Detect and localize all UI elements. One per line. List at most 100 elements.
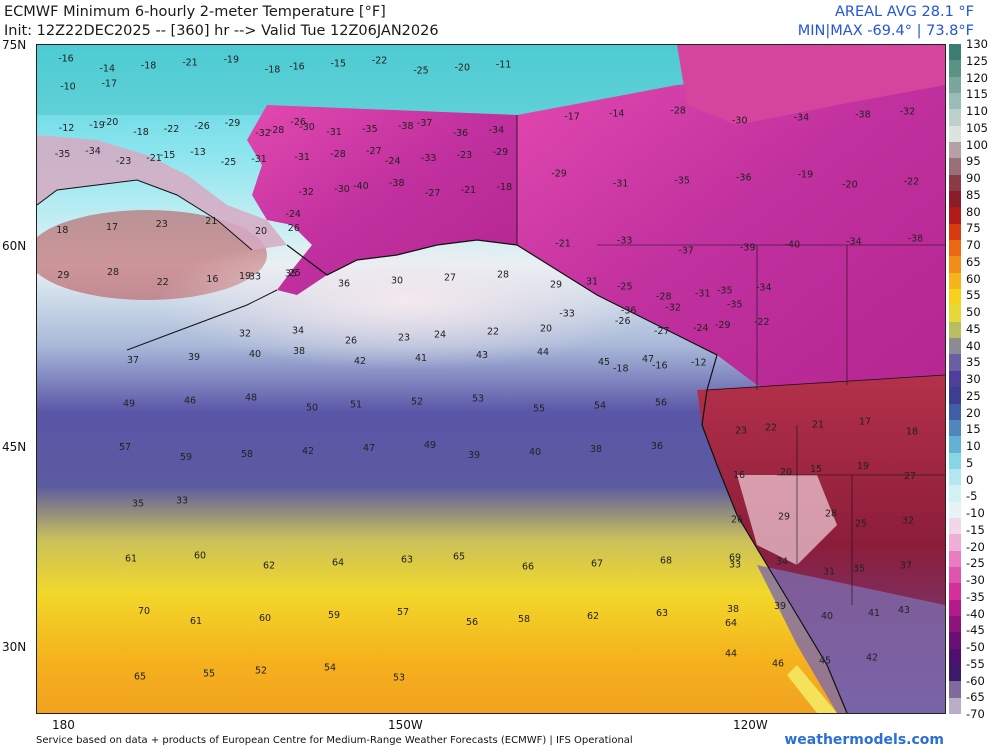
- temperature-value: -22: [754, 317, 770, 328]
- temperature-value: 46: [772, 659, 784, 670]
- temperature-value: 20: [255, 226, 267, 237]
- temperature-value: 62: [263, 560, 275, 571]
- brand-link[interactable]: weathermodels.com: [784, 732, 944, 748]
- scale-swatch: [949, 125, 961, 143]
- scale-label: 95: [966, 154, 981, 169]
- scale-swatch: [949, 289, 961, 306]
- temperature-value: -19: [89, 120, 105, 131]
- temperature-value: 37: [127, 355, 139, 366]
- scale-label: -50: [966, 640, 985, 654]
- temperature-value: -26: [194, 121, 210, 132]
- temperature-map[interactable]: -16 -14 -18 -21 -19 -18 -16 -15 -22 -25 -20 -11 -10 -…: [36, 44, 946, 714]
- temperature-value: 15: [810, 464, 822, 475]
- temperature-value: -28: [656, 291, 672, 302]
- map-canvas: -16 -14 -18 -21 -19 -18 -16 -15 -22 -25 -20 -11 -10 -…: [37, 45, 945, 713]
- canada-land: [517, 65, 945, 395]
- temperature-value: 30: [391, 276, 403, 287]
- temperature-value: -24: [285, 209, 301, 220]
- temperature-value: 64: [332, 557, 344, 568]
- temperature-value: 44: [725, 649, 737, 660]
- scale-label: -5: [966, 489, 978, 504]
- temperature-value: 58: [241, 449, 253, 460]
- temperature-value: -36: [453, 128, 469, 139]
- temperature-value: 63: [656, 608, 668, 619]
- temperature-value: 43: [898, 605, 910, 616]
- great-basin-light: [737, 475, 837, 565]
- temperature-value: 22: [487, 327, 499, 338]
- temperature-value: -18: [265, 65, 281, 76]
- scale-label: 70: [966, 238, 981, 252]
- temperature-value: 33: [729, 559, 741, 570]
- temperature-value: -31: [294, 152, 310, 163]
- temperature-value: 46: [184, 395, 196, 406]
- scale-label: 5: [966, 455, 974, 470]
- scale-label: -40: [966, 606, 985, 621]
- scale-label: -65: [966, 690, 985, 705]
- temperature-value: 42: [302, 446, 314, 457]
- temperature-value: -38: [908, 234, 924, 245]
- temperature-value: -32: [900, 107, 916, 118]
- southwest-cool: [757, 565, 945, 713]
- scale-swatch: [949, 44, 961, 61]
- temperature-value: -33: [617, 236, 633, 247]
- temperature-value: -22: [164, 124, 180, 135]
- temperature-value: 29: [550, 280, 562, 291]
- temperature-value: -29: [551, 169, 567, 180]
- temperature-value: 28: [107, 267, 119, 278]
- scale-swatch: [949, 338, 961, 355]
- temperature-value: 68: [660, 555, 672, 566]
- temperature-value: -32: [298, 187, 314, 198]
- scale-label: 85: [966, 187, 981, 202]
- scale-swatch: [949, 403, 961, 421]
- temperature-value: 19: [857, 461, 869, 472]
- scale-swatch: [949, 648, 961, 666]
- scale-swatch: [949, 550, 961, 568]
- temperature-value: 62: [587, 611, 599, 622]
- temperature-value: 40: [529, 447, 541, 458]
- temperature-value: 23: [156, 219, 168, 230]
- temperature-value: -31: [695, 288, 711, 299]
- temperature-value: 55: [203, 669, 215, 680]
- temperature-value: -22: [372, 56, 388, 67]
- temperature-value: -20: [103, 117, 119, 128]
- scale-label: 30: [966, 372, 981, 386]
- temperature-value: 40: [249, 349, 261, 360]
- temperature-value: -27: [425, 188, 441, 199]
- temperature-value: -25: [413, 66, 429, 77]
- scale-label: 110: [966, 104, 988, 118]
- scale-swatch: [949, 60, 961, 78]
- temperature-value: -26: [290, 117, 306, 128]
- temperature-value: -17: [564, 112, 580, 123]
- min-max-values: MIN|MAX -69.4° | 73.8°F: [797, 23, 974, 39]
- scale-swatch: [949, 191, 961, 208]
- scale-swatch: [949, 158, 961, 176]
- scale-swatch: [949, 272, 961, 290]
- temperature-value: 51: [350, 399, 362, 410]
- temperature-value: -10: [60, 82, 76, 93]
- temperature-value: -40: [785, 240, 801, 251]
- init-valid-text: Init: 12Z22DEC2025 -- [360] hr --> Valid…: [4, 23, 439, 39]
- temperature-value: -18: [497, 182, 513, 193]
- temperature-value: 39: [188, 352, 200, 363]
- scale-swatch: [949, 697, 961, 715]
- scale-label: 125: [966, 53, 988, 68]
- scale-label: -70: [966, 707, 985, 721]
- scale-swatch: [949, 174, 961, 192]
- scale-swatch: [949, 632, 961, 650]
- scale-swatch: [949, 452, 961, 470]
- scale-label: 65: [966, 254, 981, 269]
- scale-swatch: [949, 615, 961, 633]
- temperature-value: 17: [106, 222, 118, 233]
- temperature-value: 43: [476, 350, 488, 361]
- temperature-value: -21: [182, 58, 198, 69]
- temperature-value: -31: [613, 179, 629, 190]
- temperature-value: 70: [138, 606, 150, 617]
- scale-swatch: [949, 517, 961, 535]
- scale-swatch: [949, 534, 961, 552]
- map-title: ECMWF Minimum 6-hourly 2-meter Temperatu…: [4, 4, 386, 20]
- temperature-value: -37: [417, 118, 433, 129]
- temperature-value: 36: [651, 441, 663, 452]
- temperature-value: -29: [493, 147, 509, 158]
- scale-label: 105: [966, 120, 988, 135]
- temperature-value: 41: [415, 353, 427, 364]
